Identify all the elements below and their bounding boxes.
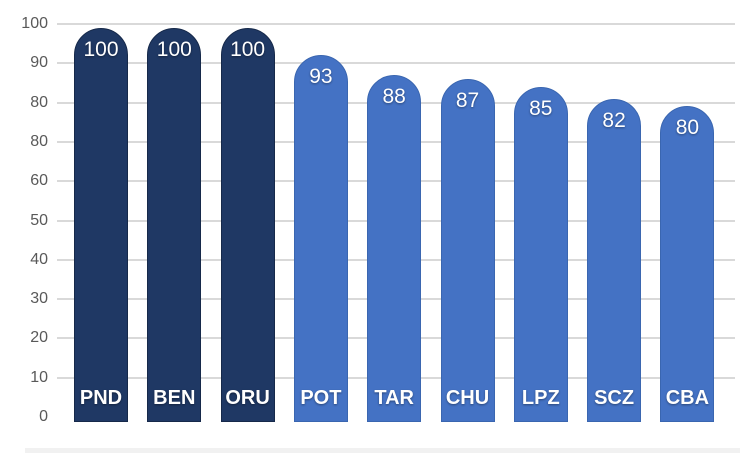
bar-category-label: BEN: [153, 387, 196, 409]
bar-value-label: 88: [382, 85, 406, 109]
bar-value-label: 87: [455, 88, 480, 112]
gridline: [57, 62, 735, 65]
y-axis-tick-label: 20: [30, 329, 48, 347]
y-axis-tick-label: 80: [30, 93, 48, 111]
bar-category-label: ORU: [225, 387, 270, 409]
y-axis-tick-label: 40: [30, 250, 48, 268]
bar-category-label: POT: [300, 386, 342, 409]
bar-value-label: 85: [529, 96, 553, 120]
y-axis-tick-label: 60: [30, 172, 48, 190]
bar-category-label: CBA: [665, 386, 710, 409]
bar-lpz: 85 LPZ: [513, 86, 568, 422]
bar-ben: 100 BEN: [147, 28, 202, 422]
y-axis-tick-label: 50: [30, 211, 48, 229]
y-axis-tick-label: 30: [30, 290, 48, 308]
bar-pnd: 100 PND: [74, 28, 128, 422]
y-axis-tick-label: 80: [30, 132, 48, 150]
bar-chu: 87 CHU: [440, 78, 495, 422]
bar-category-label: PND: [79, 387, 123, 409]
bar-tar: 88 TAR: [367, 75, 422, 422]
bar-value-label: 100: [156, 38, 192, 61]
bar-cba: 80 CBA: [660, 106, 715, 422]
bar-value-label: 93: [309, 65, 333, 89]
y-axis-tick-label: 0: [39, 408, 48, 425]
bar-value-label: 100: [230, 38, 266, 61]
bar-value-label: 82: [602, 108, 626, 132]
bar-pot: 93 POT: [293, 55, 348, 422]
bar-category-label: TAR: [374, 386, 414, 409]
bar-value-label: 100: [83, 38, 119, 61]
gridline: [57, 23, 735, 25]
bar-oru: 100 ORU: [220, 28, 275, 422]
y-axis-tick-label: 100: [21, 15, 48, 32]
bar-category-label: SCZ: [594, 386, 635, 409]
footer-strip: [25, 448, 740, 453]
bar-category-label: CHU: [445, 386, 490, 409]
y-axis-tick-label: 90: [30, 54, 48, 72]
bar-category-label: LPZ: [521, 386, 560, 409]
y-axis-tick-label: 10: [30, 368, 48, 386]
bar-value-label: 80: [675, 116, 700, 140]
bar-scz: 82 SCZ: [587, 98, 642, 422]
